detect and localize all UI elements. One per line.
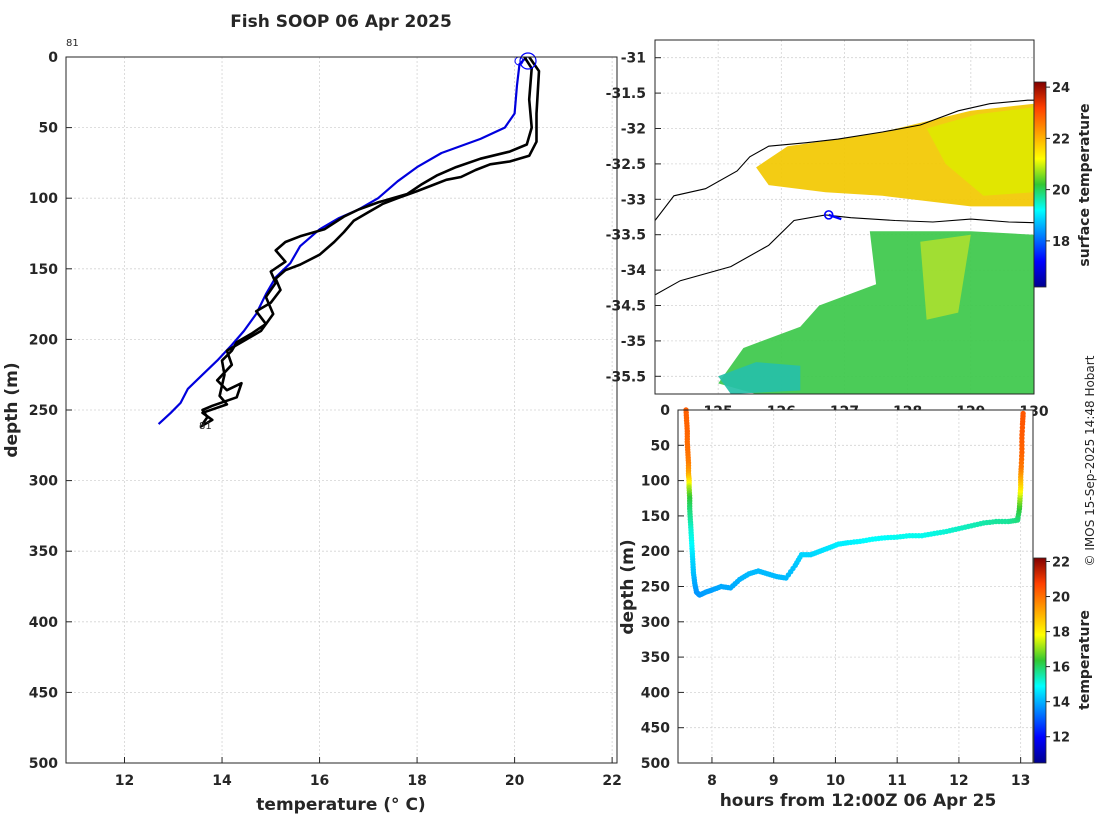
temperature-colorbar-label: temperature — [1077, 610, 1093, 710]
profile-y-tick-label: 100 — [29, 191, 58, 207]
sst-lime-streaks — [920, 234, 971, 320]
profile-x-tick-label: 22 — [602, 773, 621, 789]
sst-colorbar-tick-label: 22 — [1052, 132, 1070, 147]
scatter-y-tick-label: 350 — [641, 650, 670, 666]
temperature-colorbar-tick-label: 22 — [1052, 556, 1070, 571]
profile-x-label: temperature (° C) — [256, 795, 425, 815]
profile-y-label: depth (m) — [2, 362, 22, 457]
profile-panel: Fish SOOP 06 Apr 2025 81 81 12 14 16 18 20 22… — [2, 12, 622, 815]
profile-y-tick-label: 350 — [29, 544, 58, 560]
scatter-x-tick-label: 9 — [769, 773, 779, 789]
scatter-y-tick-label: 400 — [641, 685, 670, 701]
sst-colorbar-tick-label: 18 — [1052, 235, 1070, 250]
map-y-tick-label: -31 — [621, 51, 646, 67]
profile-y-tick-label: 200 — [29, 332, 58, 348]
profile-x-tick-label: 16 — [310, 773, 329, 789]
ship-track — [828, 213, 842, 221]
map-y-tick-label: -34.5 — [606, 299, 646, 315]
profile-annotation-bottom: 81 — [199, 421, 212, 432]
profile-y-tick-label: 150 — [29, 262, 58, 278]
scatter-panel: 8 9 10 11 12 13 0 50 100 150 200 250 300 350 400 450 500… — [618, 403, 1093, 811]
ship-position-marker — [823, 210, 834, 220]
profile-y-tick-label: 400 — [29, 615, 58, 631]
profile-y-tick-label: 450 — [29, 685, 58, 701]
profile-title: Fish SOOP 06 Apr 2025 — [230, 12, 452, 32]
profile-x-tick-label: 18 — [407, 773, 426, 789]
scatter-point — [1020, 410, 1026, 417]
scatter-y-tick-label: 450 — [641, 721, 670, 737]
profile-x-tick-label: 20 — [505, 773, 525, 789]
map-y-tick-label: -35 — [621, 334, 646, 350]
coastline-shelf-north — [655, 99, 1034, 221]
profile-y-tick-label: 250 — [29, 403, 58, 419]
profile-black-2-line — [199, 57, 541, 429]
scatter-y-tick-label: 500 — [641, 756, 670, 772]
profile-start-marker — [519, 52, 537, 70]
profile-y-tick-label: 500 — [29, 756, 58, 772]
scatter-x-tick-label: 13 — [1011, 773, 1030, 789]
profile-y-tick-label: 50 — [39, 121, 59, 137]
sst-colorbar-tick-label: 24 — [1052, 81, 1070, 96]
profile-x-tick-label: 14 — [212, 773, 232, 789]
sst-colorbar-label: surface temperature — [1077, 103, 1093, 266]
temperature-colorbar-tick-label: 18 — [1052, 626, 1070, 641]
profile-x-tick-label: 12 — [115, 773, 134, 789]
sst-colorbar-tick-label: 20 — [1052, 184, 1070, 199]
temperature-colorbar-tick-label: 14 — [1052, 696, 1070, 711]
map-y-tick-label: -34 — [621, 263, 647, 279]
sst-cyan-patch — [718, 362, 801, 394]
scatter-y-tick-label: 0 — [660, 403, 670, 419]
map-y-tick-label: -31.5 — [606, 86, 646, 102]
temperature-colorbar-tick-label: 16 — [1052, 661, 1070, 676]
profile-black-1-line — [201, 57, 533, 425]
scatter-x-tick-label: 12 — [949, 773, 968, 789]
sst-yellow-patch — [926, 107, 1034, 196]
temperature-colorbar-tick-label: 20 — [1052, 591, 1070, 606]
scatter-y-tick-label: 100 — [641, 474, 670, 490]
scatter-y-tick-label: 150 — [641, 509, 670, 525]
profile-blue-line — [157, 57, 528, 425]
temperature-colorbar — [1033, 557, 1047, 764]
scatter-x-tick-label: 11 — [887, 773, 906, 789]
coastline-shelf-south — [655, 214, 1034, 296]
scatter-x-tick-label: 10 — [826, 773, 846, 789]
map-y-tick-label: -32 — [621, 122, 646, 138]
map-y-tick-label: -33.5 — [606, 228, 646, 244]
profile-annotation-top: 81 — [66, 38, 79, 49]
scatter-y-tick-label: 250 — [641, 580, 670, 596]
map-panel: 125126127128129130-31-31.5-32-32.5-33-33… — [606, 39, 1093, 420]
map-y-tick-label: -33 — [621, 192, 646, 208]
scatter-x-label: hours from 12:00Z 06 Apr 25 — [720, 791, 997, 811]
scatter-y-tick-label: 50 — [651, 438, 671, 454]
profile-plot-area — [66, 57, 617, 763]
temperature-colorbar-tick-label: 12 — [1052, 731, 1070, 746]
scatter-y-label: depth (m) — [618, 539, 638, 634]
profile-y-tick-label: 300 — [29, 474, 58, 490]
scatter-x-tick-label: 8 — [707, 773, 717, 789]
map-y-tick-label: -32.5 — [606, 157, 646, 173]
sst-colorbar — [1033, 81, 1047, 288]
profile-y-tick-label: 0 — [48, 50, 58, 66]
imos-watermark: © IMOS 15-Sep-2025 14:48 Hobart — [1083, 355, 1097, 566]
scatter-y-tick-label: 300 — [641, 615, 670, 631]
map-y-tick-label: -35.5 — [606, 369, 646, 385]
scatter-y-tick-label: 200 — [641, 544, 670, 560]
